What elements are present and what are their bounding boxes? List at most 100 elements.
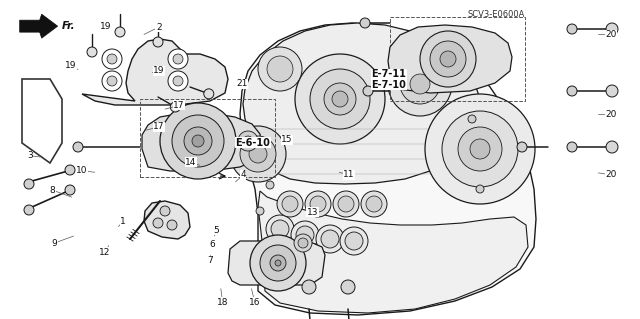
Text: E-7-10: E-7-10 <box>371 79 406 90</box>
Circle shape <box>115 27 125 37</box>
Circle shape <box>250 235 306 291</box>
Circle shape <box>266 181 274 189</box>
Circle shape <box>340 227 368 255</box>
Circle shape <box>420 31 476 87</box>
Polygon shape <box>388 25 512 93</box>
Circle shape <box>266 215 294 243</box>
Text: 5: 5 <box>214 226 219 235</box>
Circle shape <box>87 47 97 57</box>
Circle shape <box>275 260 281 266</box>
Circle shape <box>65 165 75 175</box>
Text: 17: 17 <box>173 101 185 110</box>
Circle shape <box>173 54 183 64</box>
Text: E-6-10: E-6-10 <box>236 138 270 148</box>
Circle shape <box>310 196 326 212</box>
Circle shape <box>567 86 577 96</box>
Bar <box>140 99 275 177</box>
Circle shape <box>102 71 122 91</box>
Circle shape <box>567 142 577 152</box>
Circle shape <box>204 89 214 99</box>
Circle shape <box>302 280 316 294</box>
Circle shape <box>345 232 363 250</box>
Circle shape <box>170 102 180 112</box>
Circle shape <box>476 185 484 193</box>
Circle shape <box>324 83 356 115</box>
Circle shape <box>471 160 479 168</box>
Text: 6: 6 <box>210 240 215 249</box>
Circle shape <box>470 139 490 159</box>
Circle shape <box>606 23 618 35</box>
Circle shape <box>167 220 177 230</box>
Circle shape <box>267 56 293 82</box>
Circle shape <box>517 142 527 152</box>
Text: 20: 20 <box>605 170 617 179</box>
Circle shape <box>332 91 348 107</box>
Text: 9: 9 <box>52 239 57 248</box>
Circle shape <box>160 206 170 216</box>
Text: 21: 21 <box>236 79 248 88</box>
Text: 12: 12 <box>99 248 110 256</box>
Circle shape <box>442 111 518 187</box>
Text: 4: 4 <box>241 170 246 179</box>
Circle shape <box>291 221 319 249</box>
Circle shape <box>294 234 312 252</box>
Circle shape <box>468 115 476 123</box>
Polygon shape <box>144 201 190 239</box>
Polygon shape <box>228 241 325 285</box>
Circle shape <box>425 94 535 204</box>
Circle shape <box>298 238 308 248</box>
Circle shape <box>316 225 344 253</box>
Polygon shape <box>82 39 228 105</box>
Text: 19: 19 <box>65 61 76 70</box>
Circle shape <box>296 226 314 244</box>
Text: E-7-11: E-7-11 <box>371 69 406 79</box>
Text: 1: 1 <box>120 217 125 226</box>
Text: 19: 19 <box>153 66 164 75</box>
Circle shape <box>271 220 289 238</box>
Text: 2: 2 <box>156 23 161 32</box>
Circle shape <box>107 54 117 64</box>
Circle shape <box>230 126 286 182</box>
Circle shape <box>184 127 212 155</box>
Polygon shape <box>258 191 528 313</box>
Circle shape <box>249 145 267 163</box>
Circle shape <box>270 255 286 271</box>
Circle shape <box>410 74 430 94</box>
Circle shape <box>160 103 236 179</box>
Circle shape <box>310 69 370 129</box>
Circle shape <box>400 64 440 104</box>
Circle shape <box>567 24 577 34</box>
Circle shape <box>458 127 502 171</box>
Polygon shape <box>20 14 58 38</box>
Text: 14: 14 <box>185 158 196 167</box>
Circle shape <box>341 280 355 294</box>
Circle shape <box>366 196 382 212</box>
Text: 3: 3 <box>28 151 33 160</box>
Circle shape <box>172 115 224 167</box>
Text: 7: 7 <box>207 256 212 265</box>
Bar <box>390 17 525 101</box>
Polygon shape <box>142 113 262 171</box>
Circle shape <box>388 52 452 116</box>
Circle shape <box>102 49 122 69</box>
Circle shape <box>24 205 34 215</box>
Text: 20: 20 <box>605 110 617 119</box>
Text: 19: 19 <box>100 22 111 31</box>
Circle shape <box>606 85 618 97</box>
Text: 10: 10 <box>76 166 88 175</box>
Circle shape <box>360 18 370 28</box>
Circle shape <box>168 49 188 69</box>
Circle shape <box>24 179 34 189</box>
Circle shape <box>440 51 456 67</box>
Text: 20: 20 <box>605 30 617 39</box>
Circle shape <box>277 191 303 217</box>
Text: Fr.: Fr. <box>61 21 76 31</box>
Circle shape <box>321 230 339 248</box>
Circle shape <box>295 54 385 144</box>
Circle shape <box>305 191 331 217</box>
Circle shape <box>430 41 466 77</box>
Text: 15: 15 <box>281 135 292 144</box>
Circle shape <box>260 245 296 281</box>
Circle shape <box>65 185 75 195</box>
Circle shape <box>243 136 253 146</box>
